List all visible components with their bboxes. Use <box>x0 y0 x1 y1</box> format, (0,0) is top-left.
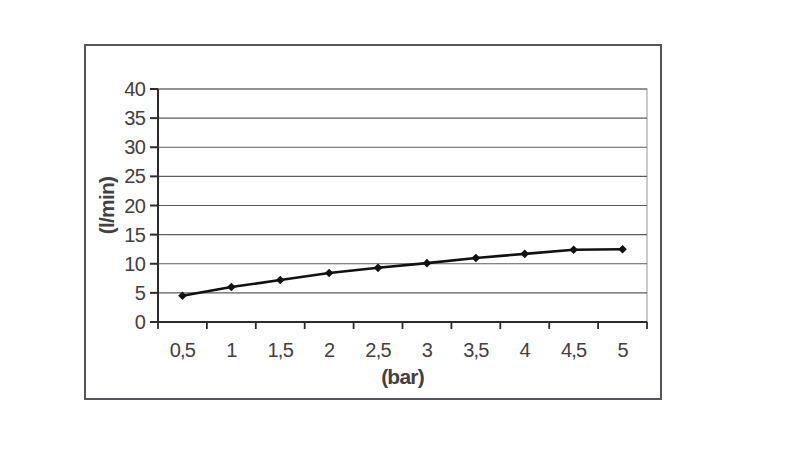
y-tick-label: 0 <box>135 311 146 333</box>
x-tick-label: 4 <box>520 339 531 361</box>
x-tick-label: 0,5 <box>170 339 196 361</box>
chart-svg: 0 5 10 15 20 25 30 35 40 0,5 1 1,5 2 2,5 3 3,5 4 4,5 5 (l/… <box>0 0 800 476</box>
data-point-marker <box>569 245 578 254</box>
x-tick-label: 2,5 <box>365 339 391 361</box>
x-tick-label: 5 <box>617 339 628 361</box>
data-point-marker <box>520 250 529 259</box>
gridlines <box>158 89 647 293</box>
x-tick-label: 2 <box>324 339 335 361</box>
page: 0 5 10 15 20 25 30 35 40 0,5 1 1,5 2 2,5 3 3,5 4 4,5 5 (l/… <box>0 0 800 476</box>
x-tick-label: 4,5 <box>561 339 587 361</box>
data-point-marker <box>374 264 383 273</box>
y-tick-label: 40 <box>124 78 145 100</box>
y-tick-label: 10 <box>124 253 145 275</box>
data-point-marker <box>227 283 236 292</box>
y-tick-label: 15 <box>124 224 145 246</box>
x-tick-label: 3,5 <box>463 339 489 361</box>
y-tick-label: 35 <box>124 107 145 129</box>
y-tick-label: 25 <box>124 165 145 187</box>
x-tick-label: 1 <box>226 339 237 361</box>
x-tick-label: 3 <box>422 339 433 361</box>
x-tick-label: 1,5 <box>268 339 294 361</box>
tick-labels: 0 5 10 15 20 25 30 35 40 0,5 1 1,5 2 2,5 3 3,5 4 4,5 5 <box>124 78 628 361</box>
data-point-marker <box>423 259 432 268</box>
data-point-marker <box>472 254 481 263</box>
y-tick-label: 5 <box>135 282 146 304</box>
data-point-marker <box>276 276 285 285</box>
data-point-marker <box>618 245 627 254</box>
data-point-marker <box>325 269 334 278</box>
y-tick-label: 20 <box>124 195 145 217</box>
series-flow-rate <box>178 245 627 300</box>
y-axis-title: (l/min) <box>95 177 118 234</box>
y-tick-label: 30 <box>124 136 145 158</box>
x-axis-title: (bar) <box>381 365 424 388</box>
